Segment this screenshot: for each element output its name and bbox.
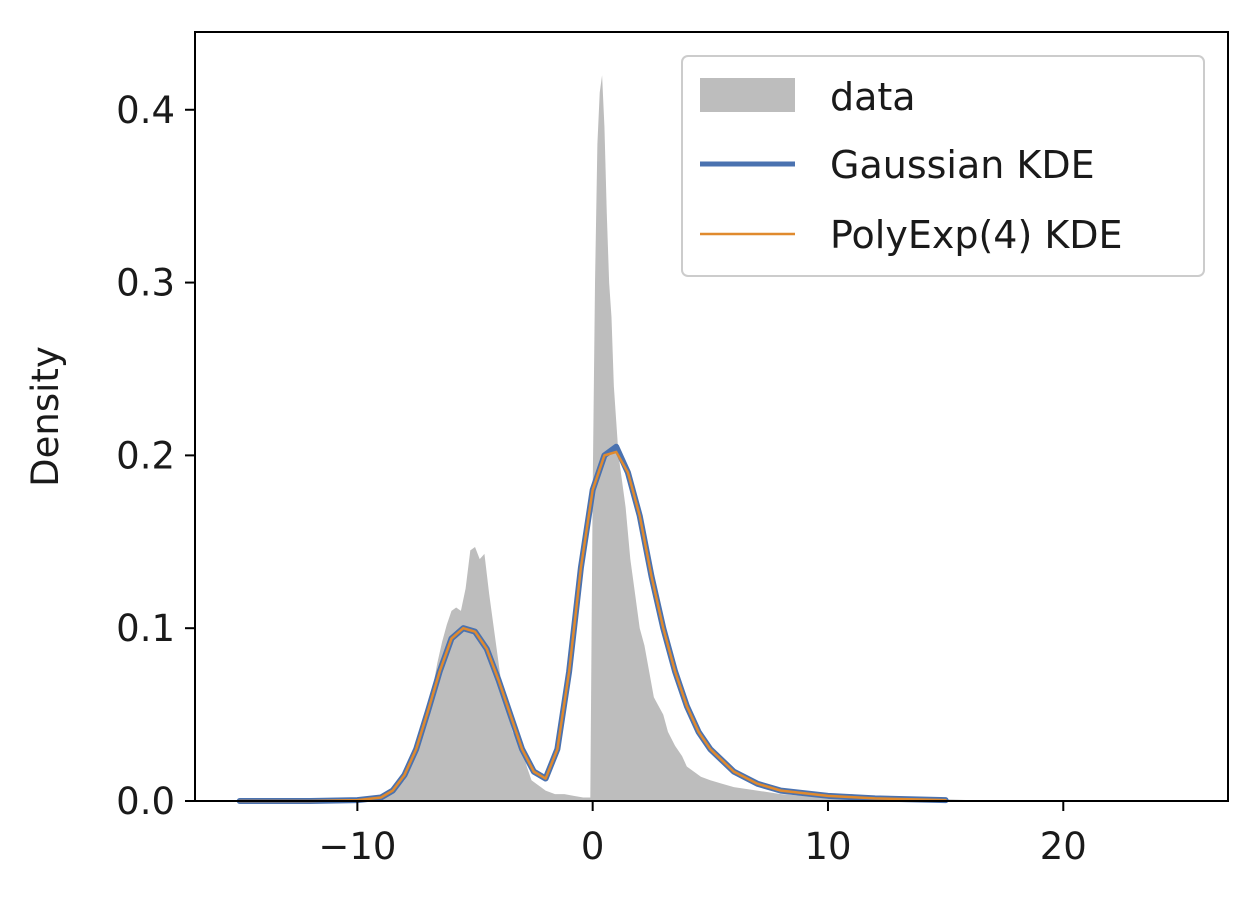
y-axis-label: Density (24, 346, 67, 487)
series-line-polyexp-kde (238, 450, 947, 803)
y-tick-label: 0.1 (116, 607, 175, 650)
legend: data Gaussian KDE PolyExp(4) KDE (681, 55, 1205, 277)
legend-label-gaussian-kde: Gaussian KDE (830, 143, 1095, 187)
legend-swatch-data (700, 78, 795, 112)
y-tick-label: 0.0 (116, 780, 175, 823)
legend-label-data: data (830, 75, 916, 119)
plot-frame (194, 31, 1229, 802)
histogram-layer (239, 75, 1181, 801)
x-tick-label: 20 (1040, 825, 1087, 868)
x-tick-label: 10 (804, 825, 851, 868)
x-tick-label: 0 (581, 825, 605, 868)
y-axis: 0.0 0.1 0.2 0.3 0.4 (116, 89, 195, 823)
x-axis: −10 0 10 20 (318, 801, 1087, 868)
y-tick-label: 0.2 (116, 434, 175, 477)
histogram-data (239, 75, 1181, 801)
x-tick-label: −10 (318, 825, 396, 868)
y-tick-label: 0.4 (116, 89, 175, 132)
series-layer (236, 443, 949, 804)
legend-label-polyexp-4-kde: PolyExp(4) KDE (830, 213, 1123, 257)
legend-box (681, 55, 1205, 277)
y-tick-label: 0.3 (116, 262, 175, 305)
